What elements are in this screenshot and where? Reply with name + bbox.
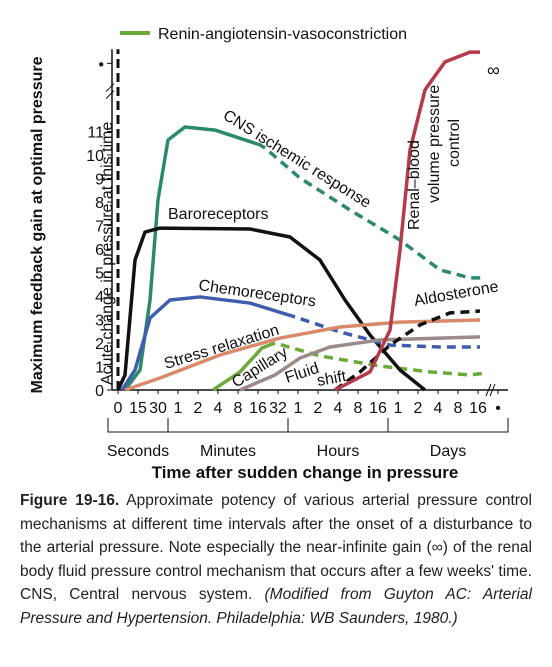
y-tick-label: 10 (86, 148, 104, 165)
line (124, 318, 481, 392)
x-tick-label: 16 (369, 400, 387, 417)
caption-text: Approximate potency of various arterial … (20, 492, 532, 603)
line (123, 125, 485, 392)
line (120, 295, 480, 391)
line (212, 341, 486, 392)
group-label: Days (430, 443, 466, 460)
curve-label: Renal–blood (406, 140, 423, 230)
x-tick-label: 1 (174, 400, 183, 417)
annotation: ∞ (487, 60, 500, 80)
y-tick-label: 8 (95, 195, 104, 212)
x-tick-label: 8 (234, 400, 243, 417)
group-label: Seconds (107, 443, 169, 460)
group-bracket (287, 418, 389, 433)
chart: Maximum feedback gain at optimal pressur… (29, 26, 509, 482)
axis-break (105, 83, 115, 99)
line (239, 335, 481, 392)
curve-label: CNS ischemic response (220, 107, 374, 212)
axis-break (485, 383, 496, 397)
x-tick-label: 4 (334, 400, 343, 417)
group-label: Hours (317, 443, 360, 460)
x-tick-label: 0 (114, 400, 123, 417)
x-tick-label: 30 (149, 400, 167, 417)
y-tick-label: 2 (95, 336, 104, 353)
y-tick-label: 11 (87, 125, 104, 142)
x-tick-label: 1 (394, 400, 403, 417)
y-tick-label: 0 (95, 383, 104, 400)
group-label: Minutes (200, 443, 256, 460)
group-bracket (387, 418, 509, 433)
y-tick-label: 1 (95, 360, 104, 377)
caption-label: Figure 19-16. (20, 492, 120, 509)
x-tick-label: • (495, 400, 501, 417)
y-tick-label: 4 (95, 289, 104, 306)
x-tick-label: 32 (269, 400, 287, 417)
y-axis-title: Maximum feedback gain at optimal pressur… (29, 56, 46, 393)
curve-label: control (446, 119, 463, 167)
line (334, 50, 480, 392)
caption-source: (Modified from Guyton AC: Arterial Press… (20, 586, 532, 627)
y-tick-label: 3 (95, 313, 104, 330)
y-tick-label: 7 (95, 219, 104, 236)
y-tick-label: 6 (95, 242, 104, 259)
x-tick-label: 1 (294, 400, 303, 417)
x-tick-label: 2 (414, 400, 423, 417)
curve-label: volume pressure (426, 85, 443, 203)
x-tick-label: 8 (354, 400, 363, 417)
curve-label: Aldosterone (413, 278, 500, 310)
x-tick-label: 4 (214, 400, 223, 417)
x-tick-label: 16 (469, 400, 487, 417)
annotation: Acute change in pressure at this time (99, 122, 116, 385)
x-tick-label: 2 (194, 400, 203, 417)
group-bracket (167, 418, 289, 433)
y-tick-label: 5 (95, 266, 104, 283)
x-tick-label: 4 (434, 400, 443, 417)
x-axis-title: Time after sudden change in pressure (152, 463, 459, 482)
x-tick-label: 16 (249, 400, 267, 417)
x-tick-label: 8 (454, 400, 463, 417)
group-bracket (107, 418, 169, 433)
curve-label: Baroreceptors (168, 206, 269, 223)
y-tick-label: • (98, 56, 104, 73)
legend-label: Renin-angiotensin-vasoconstriction (158, 26, 407, 43)
x-tick-label: 2 (314, 400, 323, 417)
x-tick-label: 15 (129, 400, 147, 417)
y-tick-label: 9 (95, 172, 104, 189)
caption: Figure 19-16. Approximate potency of var… (20, 489, 532, 630)
